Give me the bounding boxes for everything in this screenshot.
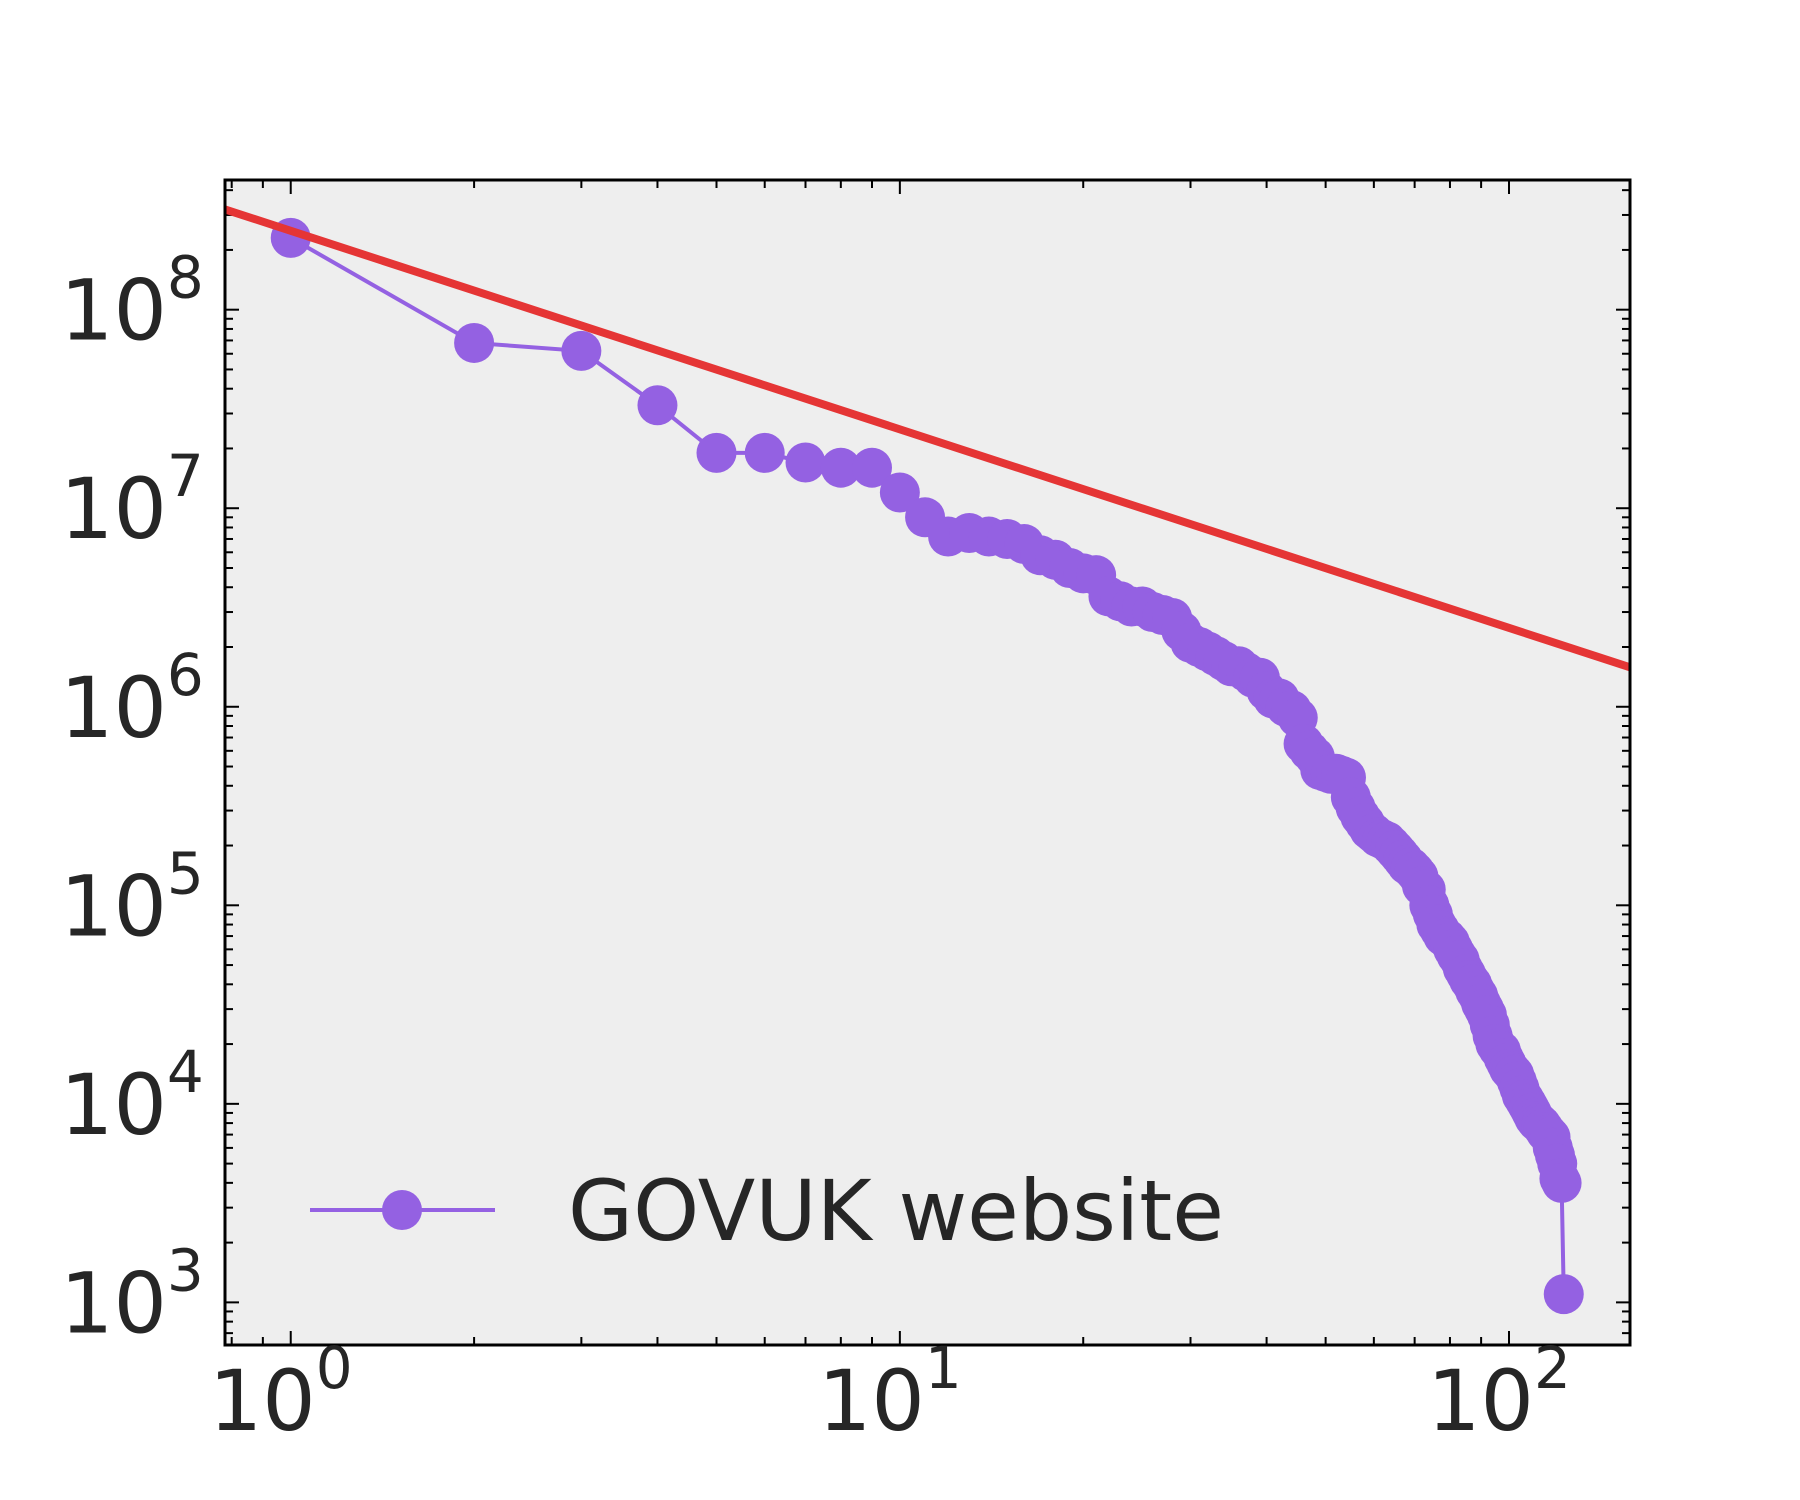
data-point	[454, 322, 495, 363]
data-point	[1543, 1274, 1584, 1315]
y-tick-labels: 103 104 105 106 107 108	[60, 244, 204, 1353]
series-layer	[223, 205, 1632, 1315]
y-tick-label: 105	[60, 839, 204, 955]
x-tick-label: 102	[1427, 1334, 1571, 1450]
legend-marker	[382, 1190, 422, 1230]
x-tick-label: 100	[209, 1334, 353, 1450]
data-point	[637, 385, 678, 426]
y-tick-label: 107	[60, 442, 204, 558]
data-point	[879, 472, 920, 513]
fit-line	[223, 205, 1632, 672]
data-point	[851, 447, 892, 488]
y-tick-label: 103	[60, 1236, 204, 1352]
plot-frame	[223, 178, 1632, 1347]
x-tick-label: 101	[818, 1334, 962, 1450]
data-point	[1541, 1162, 1582, 1203]
data-point	[696, 432, 737, 473]
data-point	[561, 330, 602, 371]
y-tick-label: 106	[60, 641, 204, 757]
legend-label: GOVUK website	[568, 1162, 1224, 1260]
data-point	[820, 447, 861, 488]
data-point	[744, 432, 785, 473]
data-point	[785, 442, 826, 483]
x-tick-labels: 100 101 102	[209, 1334, 1571, 1450]
y-tick-label: 104	[60, 1038, 204, 1154]
legend: GOVUK website	[310, 1162, 1224, 1260]
y-tick-label: 108	[60, 244, 204, 360]
plot-background	[225, 180, 1630, 1345]
